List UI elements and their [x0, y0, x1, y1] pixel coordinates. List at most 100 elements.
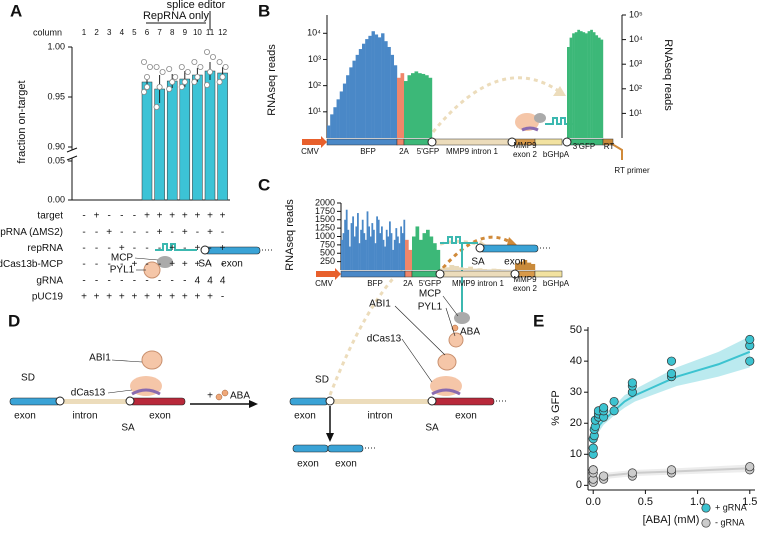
diagram-label: MCP [419, 289, 442, 300]
coverage-bar [585, 33, 588, 138]
data-point [666, 465, 677, 475]
promoter-arrow [316, 268, 341, 280]
bar [192, 74, 203, 201]
condition-symbol: + [144, 292, 150, 303]
coverage-bar [344, 219, 346, 270]
axis-break [66, 155, 78, 161]
coverage-bar [577, 29, 581, 138]
column-number: 6 [145, 28, 150, 37]
track-segment [340, 270, 406, 278]
condition-symbol: + [169, 211, 175, 222]
y2-tick-label: 10¹ [629, 108, 642, 118]
condition-symbol: - [171, 227, 174, 238]
coverage-bar [408, 249, 413, 270]
coverage-bar [358, 243, 361, 270]
coverage-bar [415, 226, 420, 270]
condition-symbol: + [131, 259, 137, 270]
coverage-bar [429, 236, 434, 270]
coverage-bar [349, 67, 353, 138]
replicate-dot [178, 84, 185, 91]
condition-symbol: + [106, 292, 112, 303]
condition-symbol: + [194, 292, 200, 303]
track-label: 2A [403, 279, 413, 288]
coverage-bar [368, 35, 372, 138]
y-tick-label: 500 [320, 248, 335, 258]
replicate-dot [143, 74, 150, 81]
diagram-label: SA [198, 259, 212, 270]
y-tick-label: 0.05 [47, 155, 65, 165]
condition-symbol: - [95, 275, 98, 286]
coverage-bar [405, 239, 409, 270]
replicate-dot [166, 66, 173, 73]
y-axis-label: RNAseq reads [284, 199, 296, 271]
condition-symbol: - [145, 227, 148, 238]
y-tick-label: 30 [570, 386, 582, 398]
replicate-dot [146, 64, 153, 71]
coverage-bar [523, 259, 528, 270]
coverage-bar [505, 269, 511, 270]
condition-symbol: + [119, 243, 125, 254]
bar [141, 81, 153, 201]
condition-symbol: + [194, 243, 200, 254]
bar [166, 80, 178, 201]
condition-symbol: - [95, 227, 98, 238]
coverage-bar [468, 266, 474, 270]
y-tick-label: 50 [570, 324, 582, 336]
y-tick-label: 1000 [315, 231, 335, 241]
coverage-bar [368, 226, 370, 270]
coverage-bar [387, 236, 390, 270]
condition-symbol: - [108, 259, 111, 270]
coverage-bar [363, 233, 366, 270]
condition-symbol: - [82, 275, 85, 286]
track-label: bGHpA [543, 150, 570, 159]
condition-symbol: - [108, 275, 111, 286]
reprna-icon [515, 113, 623, 160]
condition-symbol: - [120, 275, 123, 286]
coverage-bar [327, 125, 331, 138]
coverage-bar [454, 265, 459, 270]
coverage-bar [345, 209, 348, 270]
coverage-bar [519, 261, 524, 270]
replicate-dot [216, 59, 223, 66]
column-number: 9 [183, 28, 188, 37]
y-tick-label: 250 [320, 256, 335, 266]
data-point [627, 378, 637, 388]
coverage-bar [365, 239, 367, 270]
coverage-bar [376, 216, 378, 270]
y-tick-label: 0 [576, 479, 582, 491]
diagram-label: intron [72, 411, 97, 422]
panel-label: D [8, 311, 20, 330]
track-segment [534, 138, 563, 146]
track-label: BFP [367, 279, 383, 288]
coverage-bar [357, 213, 359, 270]
condition-symbol: + [207, 211, 213, 222]
condition-symbol: + [131, 292, 137, 303]
track-segment [404, 270, 413, 278]
legend-label: - gRNA [715, 517, 745, 527]
track-label: RT [604, 142, 615, 151]
y-tick-label: 1250 [315, 223, 335, 233]
diagram-label: PYL1 [110, 265, 135, 276]
track-segment [396, 138, 405, 146]
condition-symbol: - [221, 259, 224, 270]
replicate-dot [203, 82, 210, 89]
coverage-bar [592, 32, 596, 138]
replicate-dot [181, 79, 188, 86]
condition-label: repRNA (ΔMS2) [0, 227, 63, 238]
y-tick-label: 0.95 [47, 91, 65, 101]
condition-symbol: + [94, 292, 100, 303]
condition-symbol: - [183, 275, 186, 286]
coverage-bar [369, 236, 372, 270]
group-label: RepRNA only [143, 10, 210, 22]
condition-label: dCas13b-MCP [0, 259, 63, 270]
y-tick-label: 40 [570, 355, 582, 367]
condition-symbol: - [221, 292, 224, 303]
condition-symbol: - [133, 211, 136, 222]
track-label: 5'GFP [417, 147, 439, 156]
condition-symbol: - [133, 243, 136, 254]
coverage-bar [574, 32, 578, 138]
coverage-bar [600, 39, 604, 138]
coverage-bar [587, 31, 591, 139]
diagram-label: PYL1 [418, 302, 443, 313]
